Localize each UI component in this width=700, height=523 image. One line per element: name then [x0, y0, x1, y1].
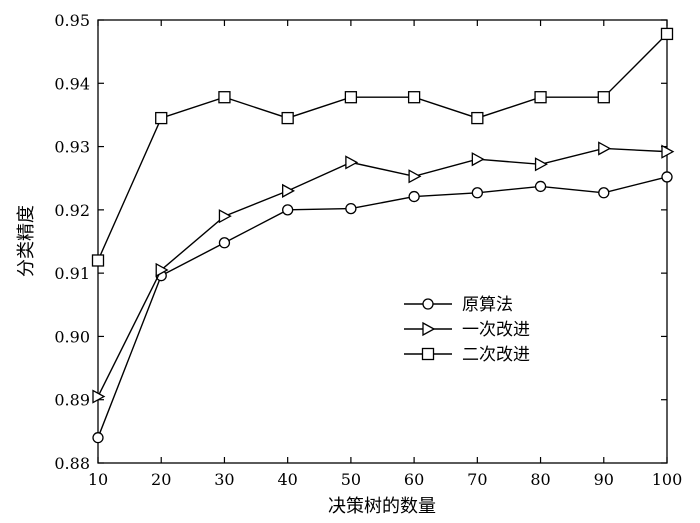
data-point: [282, 204, 294, 216]
data-point: [534, 91, 547, 104]
y-tick-label: 0.92: [54, 201, 90, 220]
x-tick-label: 30: [214, 470, 234, 489]
x-axis-title: 决策树的数量: [328, 496, 436, 517]
legend-marker: [422, 321, 436, 337]
data-point: [345, 202, 357, 215]
x-tick-label: 60: [404, 470, 424, 489]
y-tick-label: 0.95: [54, 11, 90, 30]
data-point: [218, 237, 231, 249]
x-tick-label: 70: [467, 470, 487, 489]
data-point: [155, 111, 168, 125]
data-point: [155, 262, 169, 278]
data-point: [407, 91, 421, 104]
data-point: [471, 187, 483, 199]
y-tick-labels: 0.88 0.89 0.90 0.91 0.92 0.93 0.94 0.95: [54, 11, 90, 473]
data-point: [92, 389, 106, 404]
data-point: [282, 183, 296, 198]
series-line: [97, 147, 668, 397]
legend-label: 一次改进: [462, 320, 530, 340]
data-point: [471, 152, 485, 167]
y-tick-label: 0.88: [54, 454, 90, 473]
series-1: [92, 171, 673, 444]
data-point: [92, 432, 104, 444]
y-tick-label: 0.90: [54, 327, 90, 346]
data-point: [534, 180, 547, 193]
data-point: [534, 157, 548, 172]
x-tick-label: 20: [151, 470, 171, 489]
y-tick-label: 0.89: [54, 391, 90, 410]
data-point: [218, 91, 231, 104]
y-axis-title: 分类精度: [16, 205, 37, 277]
data-point: [408, 190, 420, 203]
data-point: [661, 171, 673, 183]
y-tick-label: 0.93: [54, 138, 90, 157]
legend-item: 原算法: [404, 295, 513, 315]
series-layer: [91, 27, 675, 444]
data-point: [597, 91, 610, 104]
data-point: [91, 254, 105, 267]
data-point: [598, 187, 610, 199]
series-2: [92, 141, 675, 404]
x-tick-label: 100: [652, 470, 683, 489]
y-tick-label: 0.94: [54, 74, 90, 93]
data-point: [661, 144, 675, 159]
y-tick-label: 0.91: [54, 264, 90, 283]
x-tick-label: 50: [341, 470, 361, 489]
data-point: [281, 111, 294, 125]
legend-item: 二次改进: [404, 345, 530, 365]
data-point: [660, 27, 674, 41]
data-point: [345, 155, 359, 170]
legend-item: 一次改进: [404, 320, 530, 340]
legend-label: 原算法: [462, 295, 513, 315]
series-line: [97, 33, 668, 261]
legend-marker: [422, 298, 434, 310]
x-tick-label: 90: [594, 470, 614, 489]
data-point: [344, 91, 358, 104]
axis-ticks: [97, 19, 668, 464]
x-tick-label: 40: [277, 470, 297, 489]
data-point: [408, 169, 422, 184]
x-tick-label: 80: [530, 470, 550, 489]
legend-label: 二次改进: [462, 345, 530, 365]
series-3: [91, 27, 674, 267]
legend-marker: [421, 347, 435, 361]
data-point: [598, 141, 612, 156]
x-tick-label: 10: [88, 470, 108, 489]
plot-frame: [97, 19, 668, 464]
x-tick-labels: 10 20 30 40 50 60 70 80 90 100: [88, 470, 682, 489]
series-line: [97, 176, 668, 438]
data-point: [471, 111, 484, 125]
data-point: [218, 209, 232, 224]
